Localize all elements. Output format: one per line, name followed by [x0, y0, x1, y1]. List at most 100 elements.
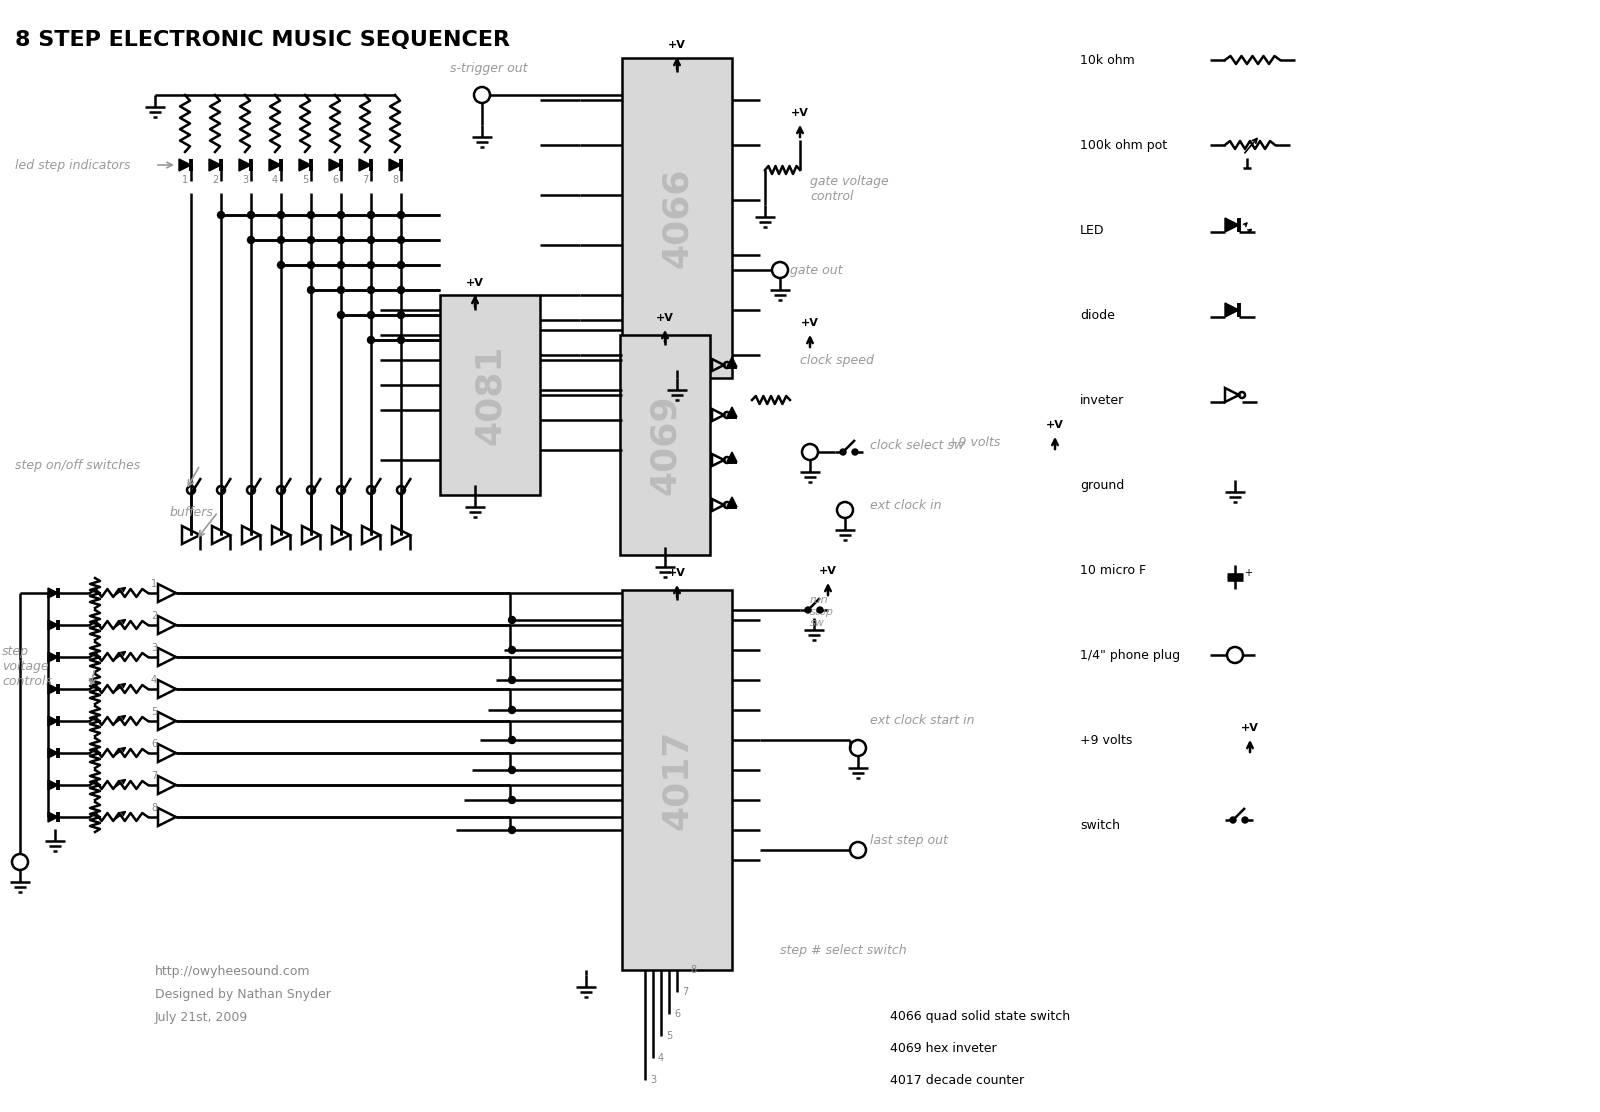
Polygon shape — [726, 497, 738, 507]
Polygon shape — [389, 159, 402, 171]
Text: +V: +V — [669, 568, 686, 578]
Text: 4069 hex inveter: 4069 hex inveter — [890, 1042, 997, 1055]
Text: 4: 4 — [272, 175, 278, 185]
Circle shape — [368, 261, 374, 268]
Text: 4069: 4069 — [648, 395, 682, 495]
Text: gate voltage
control: gate voltage control — [810, 175, 888, 203]
Text: 1: 1 — [150, 579, 157, 589]
Circle shape — [1230, 817, 1235, 823]
Polygon shape — [1226, 302, 1238, 317]
Circle shape — [397, 237, 405, 244]
Bar — [440, 295, 541, 495]
Circle shape — [818, 607, 822, 613]
Bar — [622, 590, 733, 970]
Circle shape — [307, 261, 315, 268]
Circle shape — [277, 261, 285, 268]
Circle shape — [368, 211, 374, 218]
Text: 2: 2 — [150, 610, 157, 620]
Circle shape — [509, 796, 515, 804]
Text: diode: diode — [1080, 308, 1115, 321]
Circle shape — [368, 337, 374, 344]
Text: +V: +V — [656, 312, 674, 322]
Text: ext clock in: ext clock in — [870, 498, 941, 512]
Text: clock speed: clock speed — [800, 354, 874, 367]
Text: +9 volts: +9 volts — [947, 436, 1000, 448]
Circle shape — [853, 449, 858, 455]
Polygon shape — [48, 716, 58, 726]
Text: 1: 1 — [182, 175, 189, 185]
Text: 4081: 4081 — [474, 345, 507, 445]
Polygon shape — [1226, 218, 1238, 232]
Text: 3: 3 — [650, 1075, 656, 1085]
Text: 8: 8 — [392, 175, 398, 185]
Circle shape — [840, 449, 846, 455]
Polygon shape — [358, 159, 371, 171]
Text: +V: +V — [802, 318, 819, 328]
Text: step
voltage
controls: step voltage controls — [2, 645, 53, 688]
Polygon shape — [330, 159, 341, 171]
Circle shape — [397, 287, 405, 294]
Text: 4: 4 — [658, 1053, 664, 1063]
Polygon shape — [210, 159, 221, 171]
Text: ground: ground — [1080, 478, 1125, 492]
Circle shape — [509, 646, 515, 654]
Circle shape — [509, 676, 515, 684]
Circle shape — [509, 736, 515, 744]
Circle shape — [307, 287, 315, 294]
Circle shape — [338, 211, 344, 218]
Text: gate out: gate out — [790, 264, 843, 277]
Text: clock select sw: clock select sw — [870, 438, 965, 451]
Text: 4017 decade counter: 4017 decade counter — [890, 1074, 1024, 1088]
Text: +V: +V — [819, 566, 837, 576]
Text: 3: 3 — [242, 175, 248, 185]
Polygon shape — [179, 159, 190, 171]
Circle shape — [277, 237, 285, 244]
Circle shape — [368, 237, 374, 244]
Circle shape — [805, 607, 811, 613]
Circle shape — [368, 311, 374, 318]
Text: led step indicators: led step indicators — [14, 159, 131, 171]
Text: +V: +V — [1242, 723, 1259, 733]
Circle shape — [338, 287, 344, 294]
Polygon shape — [48, 588, 58, 598]
Circle shape — [218, 211, 224, 218]
Text: 4017: 4017 — [661, 729, 694, 831]
Text: switch: switch — [1080, 818, 1120, 832]
Polygon shape — [48, 652, 58, 662]
Polygon shape — [269, 159, 282, 171]
Text: run
stop
sw: run stop sw — [810, 595, 834, 628]
Polygon shape — [48, 812, 58, 822]
Bar — [622, 58, 733, 378]
Polygon shape — [48, 620, 58, 631]
Text: ext clock start in: ext clock start in — [870, 714, 974, 726]
Text: 4: 4 — [150, 675, 157, 685]
Text: 7: 7 — [682, 987, 688, 997]
Text: +9 volts: +9 volts — [1080, 734, 1133, 746]
Text: 6: 6 — [150, 739, 157, 749]
Polygon shape — [238, 159, 251, 171]
Text: +V: +V — [466, 278, 483, 288]
Text: 7: 7 — [150, 771, 157, 781]
Text: last step out: last step out — [870, 834, 947, 846]
Text: 5: 5 — [150, 707, 157, 717]
Text: 8: 8 — [690, 965, 696, 975]
Circle shape — [307, 237, 315, 244]
Polygon shape — [299, 159, 310, 171]
Text: 4066: 4066 — [661, 168, 694, 268]
Text: 10k ohm: 10k ohm — [1080, 53, 1134, 67]
Text: +V: +V — [1046, 420, 1064, 430]
Text: step on/off switches: step on/off switches — [14, 458, 141, 471]
Text: http://owyheesound.com
Designed by Nathan Snyder
July 21st, 2009: http://owyheesound.com Designed by Natha… — [155, 965, 331, 1024]
Bar — [621, 335, 710, 555]
Text: step # select switch: step # select switch — [781, 943, 907, 956]
Polygon shape — [726, 451, 738, 461]
Circle shape — [509, 766, 515, 774]
Text: 10 micro F: 10 micro F — [1080, 564, 1146, 576]
Circle shape — [368, 287, 374, 294]
Polygon shape — [48, 684, 58, 694]
Text: 5: 5 — [666, 1031, 672, 1041]
Text: 2: 2 — [211, 175, 218, 185]
Text: 3: 3 — [150, 643, 157, 653]
Circle shape — [338, 311, 344, 318]
Text: 1/4" phone plug: 1/4" phone plug — [1080, 648, 1181, 662]
